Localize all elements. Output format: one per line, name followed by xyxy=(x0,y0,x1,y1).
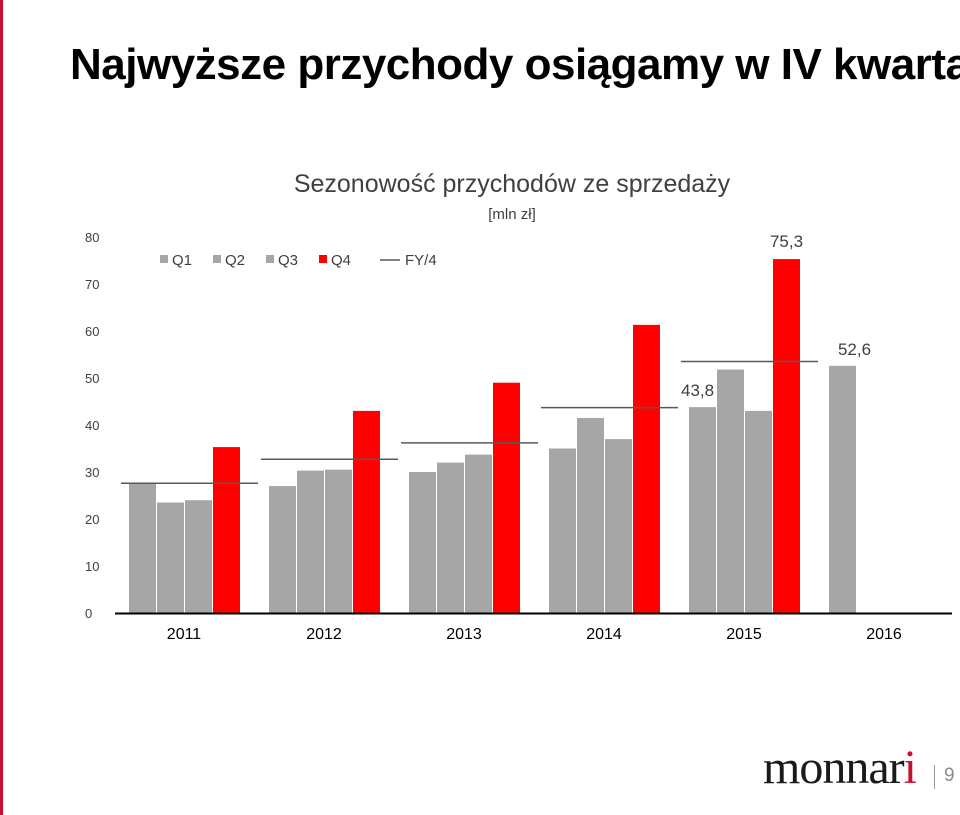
bar-q4-2013 xyxy=(493,382,520,613)
y-tick-label: 40 xyxy=(85,418,99,433)
bar-q4-2014 xyxy=(633,324,660,613)
data-label-q1-2015: 43,8 xyxy=(681,381,714,400)
legend-label-q4: Q4 xyxy=(331,252,351,269)
y-tick-label: 70 xyxy=(85,277,99,292)
bar-q2-2014 xyxy=(577,417,604,613)
chart-subtitle: [mln zł] xyxy=(488,206,536,223)
x-category-label: 2011 xyxy=(167,626,202,643)
data-label-q1-2016: 52,6 xyxy=(838,340,871,359)
legend-label-q2: Q2 xyxy=(225,252,245,269)
bar-q1-2016 xyxy=(829,365,856,613)
x-category-label: 2016 xyxy=(866,626,902,643)
bar-q4-2015 xyxy=(773,259,800,613)
y-tick-label: 50 xyxy=(85,371,99,386)
monnari-logo: monnari xyxy=(763,741,917,794)
bar-q3-2013 xyxy=(465,454,492,613)
x-category-label: 2013 xyxy=(446,626,482,643)
bar-q1-2012 xyxy=(269,486,296,613)
chart-title: Sezonowość przychodów ze sprzedaży xyxy=(294,170,731,198)
legend-swatch-q1 xyxy=(160,255,168,263)
x-category-label: 2015 xyxy=(726,626,762,643)
logo-text-main: monnar xyxy=(763,741,905,794)
logo-text-accent: i xyxy=(903,741,917,794)
page-title: Najwyższe przychody osiągamy w IV kwarta… xyxy=(70,40,960,89)
bar-q3-2011 xyxy=(185,500,212,613)
legend-swatch-q3 xyxy=(266,255,274,263)
bar-q4-2012 xyxy=(353,410,380,613)
y-tick-label: 10 xyxy=(85,559,99,574)
bar-q3-2015 xyxy=(745,410,772,613)
legend-swatch-q4 xyxy=(319,255,327,263)
bar-q1-2014 xyxy=(549,448,576,613)
y-tick-label: 80 xyxy=(85,230,99,245)
revenue-seasonality-chart: Sezonowość przychodów ze sprzedaży [mln z… xyxy=(85,170,952,643)
bar-q2-2015 xyxy=(717,369,744,613)
data-label-q4-2015: 75,3 xyxy=(770,232,803,251)
x-category-label: 2012 xyxy=(306,626,342,643)
page-number: 9 xyxy=(944,765,955,786)
bar-q1-2015 xyxy=(689,407,716,613)
bar-q3-2014 xyxy=(605,439,632,613)
bar-q3-2012 xyxy=(325,469,352,613)
bar-q1-2011 xyxy=(129,483,156,613)
x-category-label: 2014 xyxy=(586,626,622,643)
legend-swatch-q2 xyxy=(213,255,221,263)
bar-q4-2011 xyxy=(213,447,240,613)
legend-label-fy: FY/4 xyxy=(405,252,437,269)
y-tick-label: 20 xyxy=(85,512,99,527)
bar-q2-2012 xyxy=(297,470,324,613)
bar-q2-2013 xyxy=(437,462,464,613)
y-tick-label: 60 xyxy=(85,324,99,339)
y-tick-label: 30 xyxy=(85,465,99,480)
left-accent-rule xyxy=(0,0,3,815)
bar-q2-2011 xyxy=(157,502,184,613)
y-tick-label: 0 xyxy=(85,606,92,621)
legend-label-q1: Q1 xyxy=(172,252,192,269)
legend-label-q3: Q3 xyxy=(278,252,298,269)
bar-q1-2013 xyxy=(409,472,436,613)
page-number-divider xyxy=(934,765,935,789)
